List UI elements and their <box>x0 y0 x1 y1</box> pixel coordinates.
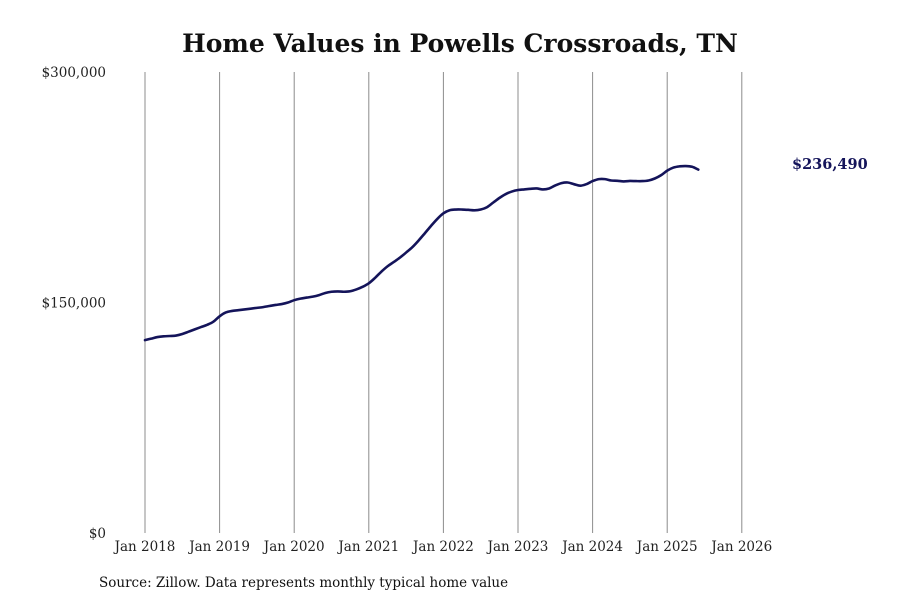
gridlines <box>144 72 743 533</box>
x-tick-label: Jan 2022 <box>411 539 474 555</box>
y-tick-label: $150,000 <box>42 296 106 312</box>
x-tick-label: Jan 2025 <box>635 539 698 555</box>
x-tick-label: Jan 2018 <box>113 539 176 555</box>
x-tick-label: Jan 2019 <box>187 539 250 555</box>
series-line <box>143 164 700 342</box>
x-tick-label: Jan 2026 <box>709 539 772 555</box>
chart-title: Home Values in Powells Crossroads, TN <box>182 29 738 58</box>
x-tick-label: Jan 2021 <box>336 539 399 555</box>
source-note: Source: Zillow. Data represents monthly … <box>99 575 508 591</box>
y-axis-ticks: $0 $150,000 $300,000 <box>42 65 106 542</box>
x-tick-label: Jan 2020 <box>262 539 325 555</box>
end-value-label: $236,490 <box>792 156 868 173</box>
y-tick-label: $0 <box>89 526 106 542</box>
series-layer <box>143 164 700 342</box>
x-tick-label: Jan 2023 <box>486 539 549 555</box>
y-tick-label: $300,000 <box>42 65 106 81</box>
x-tick-label: Jan 2024 <box>560 539 623 555</box>
x-axis-ticks: Jan 2018 Jan 2019 Jan 2020 Jan 2021 Jan 2022… <box>113 539 773 555</box>
